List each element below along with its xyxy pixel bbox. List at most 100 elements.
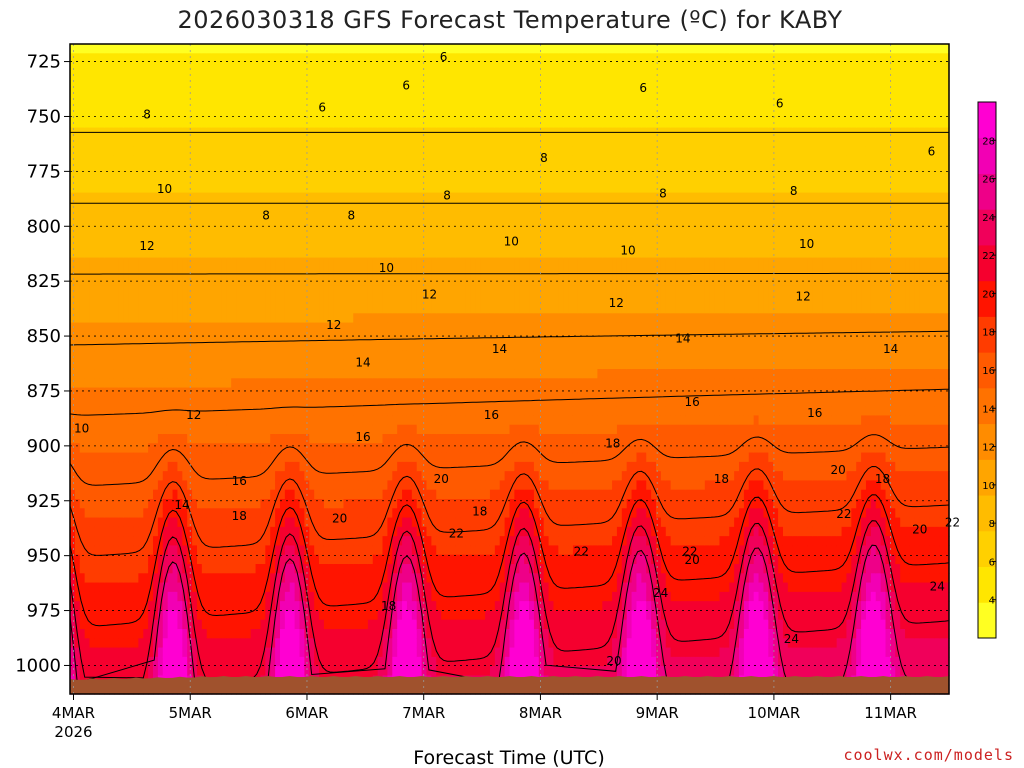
y-axis: 725 750 775 800 825 850 875 900 925 950 975 1000 (15, 52, 70, 676)
grid-lines (70, 44, 949, 694)
colorbar-tick-label: 8 (989, 519, 995, 530)
plot-frame (69, 43, 950, 695)
x-tick-label: 11MAR (864, 704, 917, 722)
contour-label: 20 (606, 654, 621, 668)
contour-label: 14 (492, 342, 507, 356)
colorbar-swatch (978, 352, 996, 389)
contour-label: 8 (443, 189, 451, 203)
colorbar-swatch (978, 137, 996, 174)
colorbar-swatch (978, 530, 996, 568)
contour-label: 12 (609, 296, 624, 310)
colorbar-swatch (978, 280, 996, 317)
contour-label: 8 (143, 107, 151, 121)
contour-label: 18 (232, 509, 247, 523)
colorbar-tick-label: 4 (989, 596, 995, 607)
plot-area: 6 6 6 6 6 6 8 8 8 8 8 8 8 10 10 10 10 10 10 12 12 12 12 12 12 14 1… (69, 43, 960, 695)
contour-label: 16 (484, 408, 499, 422)
colorbar-swatch (978, 209, 996, 246)
contour-label: 10 (620, 243, 635, 257)
contour-label: 6 (440, 50, 448, 64)
contour-label: 10 (379, 261, 394, 275)
colorbar-swatch (978, 459, 996, 496)
contour-label: 18 (381, 599, 396, 613)
y-tick-label: 875 (27, 381, 61, 402)
y-tick-label: 1000 (15, 655, 61, 676)
contour-label: 18 (875, 472, 890, 486)
colorbar: 4 6 8 10 12 14 16 18 20 22 24 26 28 (977, 101, 997, 639)
contour-label: 6 (776, 96, 784, 110)
colorbar-swatch (978, 423, 996, 460)
contour-label: 22 (574, 544, 589, 558)
colorbar-swatch (978, 566, 996, 603)
contour-label: 8 (790, 184, 798, 198)
contour-label: 10 (74, 421, 89, 435)
contour-label: 18 (605, 437, 620, 451)
chart-title: 2026030318 GFS Forecast Temperature (ºC)… (177, 6, 842, 34)
contour-label: 12 (422, 287, 437, 301)
x-tick-label: 6MAR (285, 704, 328, 722)
contour-label: 8 (348, 208, 356, 222)
contour-label: 14 (883, 342, 898, 356)
x-tick-label: 7MAR (402, 704, 445, 722)
contour-label: 6 (402, 79, 410, 93)
contour-label: 22 (945, 516, 960, 530)
contour-label: 6 (928, 145, 936, 159)
credit-link[interactable]: coolwx.com/models (843, 746, 1014, 764)
contour-label: 20 (912, 522, 927, 536)
contour-label: 22 (449, 527, 464, 541)
y-tick-label: 850 (27, 326, 61, 347)
contour-label: 12 (326, 318, 341, 332)
x-tick-label: 10MAR (748, 704, 801, 722)
colorbar-swatch (978, 173, 996, 210)
colorbar-tick-label: 24 (982, 213, 995, 224)
contour-label: 18 (472, 505, 487, 519)
contour-label: 16 (355, 430, 370, 444)
y-tick-label: 900 (27, 436, 61, 457)
colorbar-swatch (978, 102, 996, 139)
colorbar-tick-label: 14 (982, 404, 995, 415)
y-tick-label: 800 (27, 216, 61, 237)
colorbar-swatch (978, 316, 996, 353)
colorbar-tick-label: 26 (982, 175, 995, 186)
colorbar-tick-label: 16 (982, 366, 995, 377)
contour-label: 22 (682, 544, 697, 558)
contour-label: 16 (685, 395, 700, 409)
contour-label: 20 (332, 511, 347, 525)
x-tick-label: 4MAR (52, 704, 95, 722)
colorbar-swatch (978, 387, 996, 425)
contour-label: 16 (807, 406, 822, 420)
x-tick-label: 8MAR (519, 704, 562, 722)
colorbar-tick-label: 18 (982, 328, 995, 339)
colorbar-tick-label: 6 (989, 557, 995, 568)
contour-label: 14 (675, 331, 690, 345)
colorbar-tick-label: 28 (982, 136, 995, 147)
colorbar-swatch (978, 495, 996, 532)
contour-label: 20 (830, 463, 845, 477)
x-tick-sublabel: 2026 (54, 723, 92, 741)
contour-label: 12 (795, 290, 810, 304)
contour-label: 10 (504, 235, 519, 249)
colorbar-swatch (978, 244, 996, 282)
contour-label: 10 (799, 237, 814, 251)
isotherm-contours (69, 131, 950, 685)
contour-label: 20 (685, 553, 700, 567)
contour-label: 20 (434, 472, 449, 486)
contour-label: 24 (653, 586, 668, 600)
contour-label: 24 (784, 632, 799, 646)
contour-label: 12 (186, 408, 201, 422)
contour-label: 18 (714, 472, 729, 486)
y-tick-label: 725 (27, 52, 61, 73)
contour-label: 12 (139, 239, 154, 253)
x-tick-label: 5MAR (169, 704, 212, 722)
colorbar-swatch (978, 602, 996, 639)
y-tick-label: 750 (27, 106, 61, 127)
contour-label: 16 (232, 474, 247, 488)
contour-label: 6 (639, 81, 647, 95)
contour-label: 6 (318, 101, 326, 115)
y-tick-label: 775 (27, 161, 61, 182)
colorbar-tick-label: 10 (982, 481, 995, 492)
contour-label: 14 (355, 355, 370, 369)
y-tick-label: 925 (27, 491, 61, 512)
y-tick-label: 975 (27, 601, 61, 622)
colorbar-tick-label: 22 (982, 251, 995, 262)
